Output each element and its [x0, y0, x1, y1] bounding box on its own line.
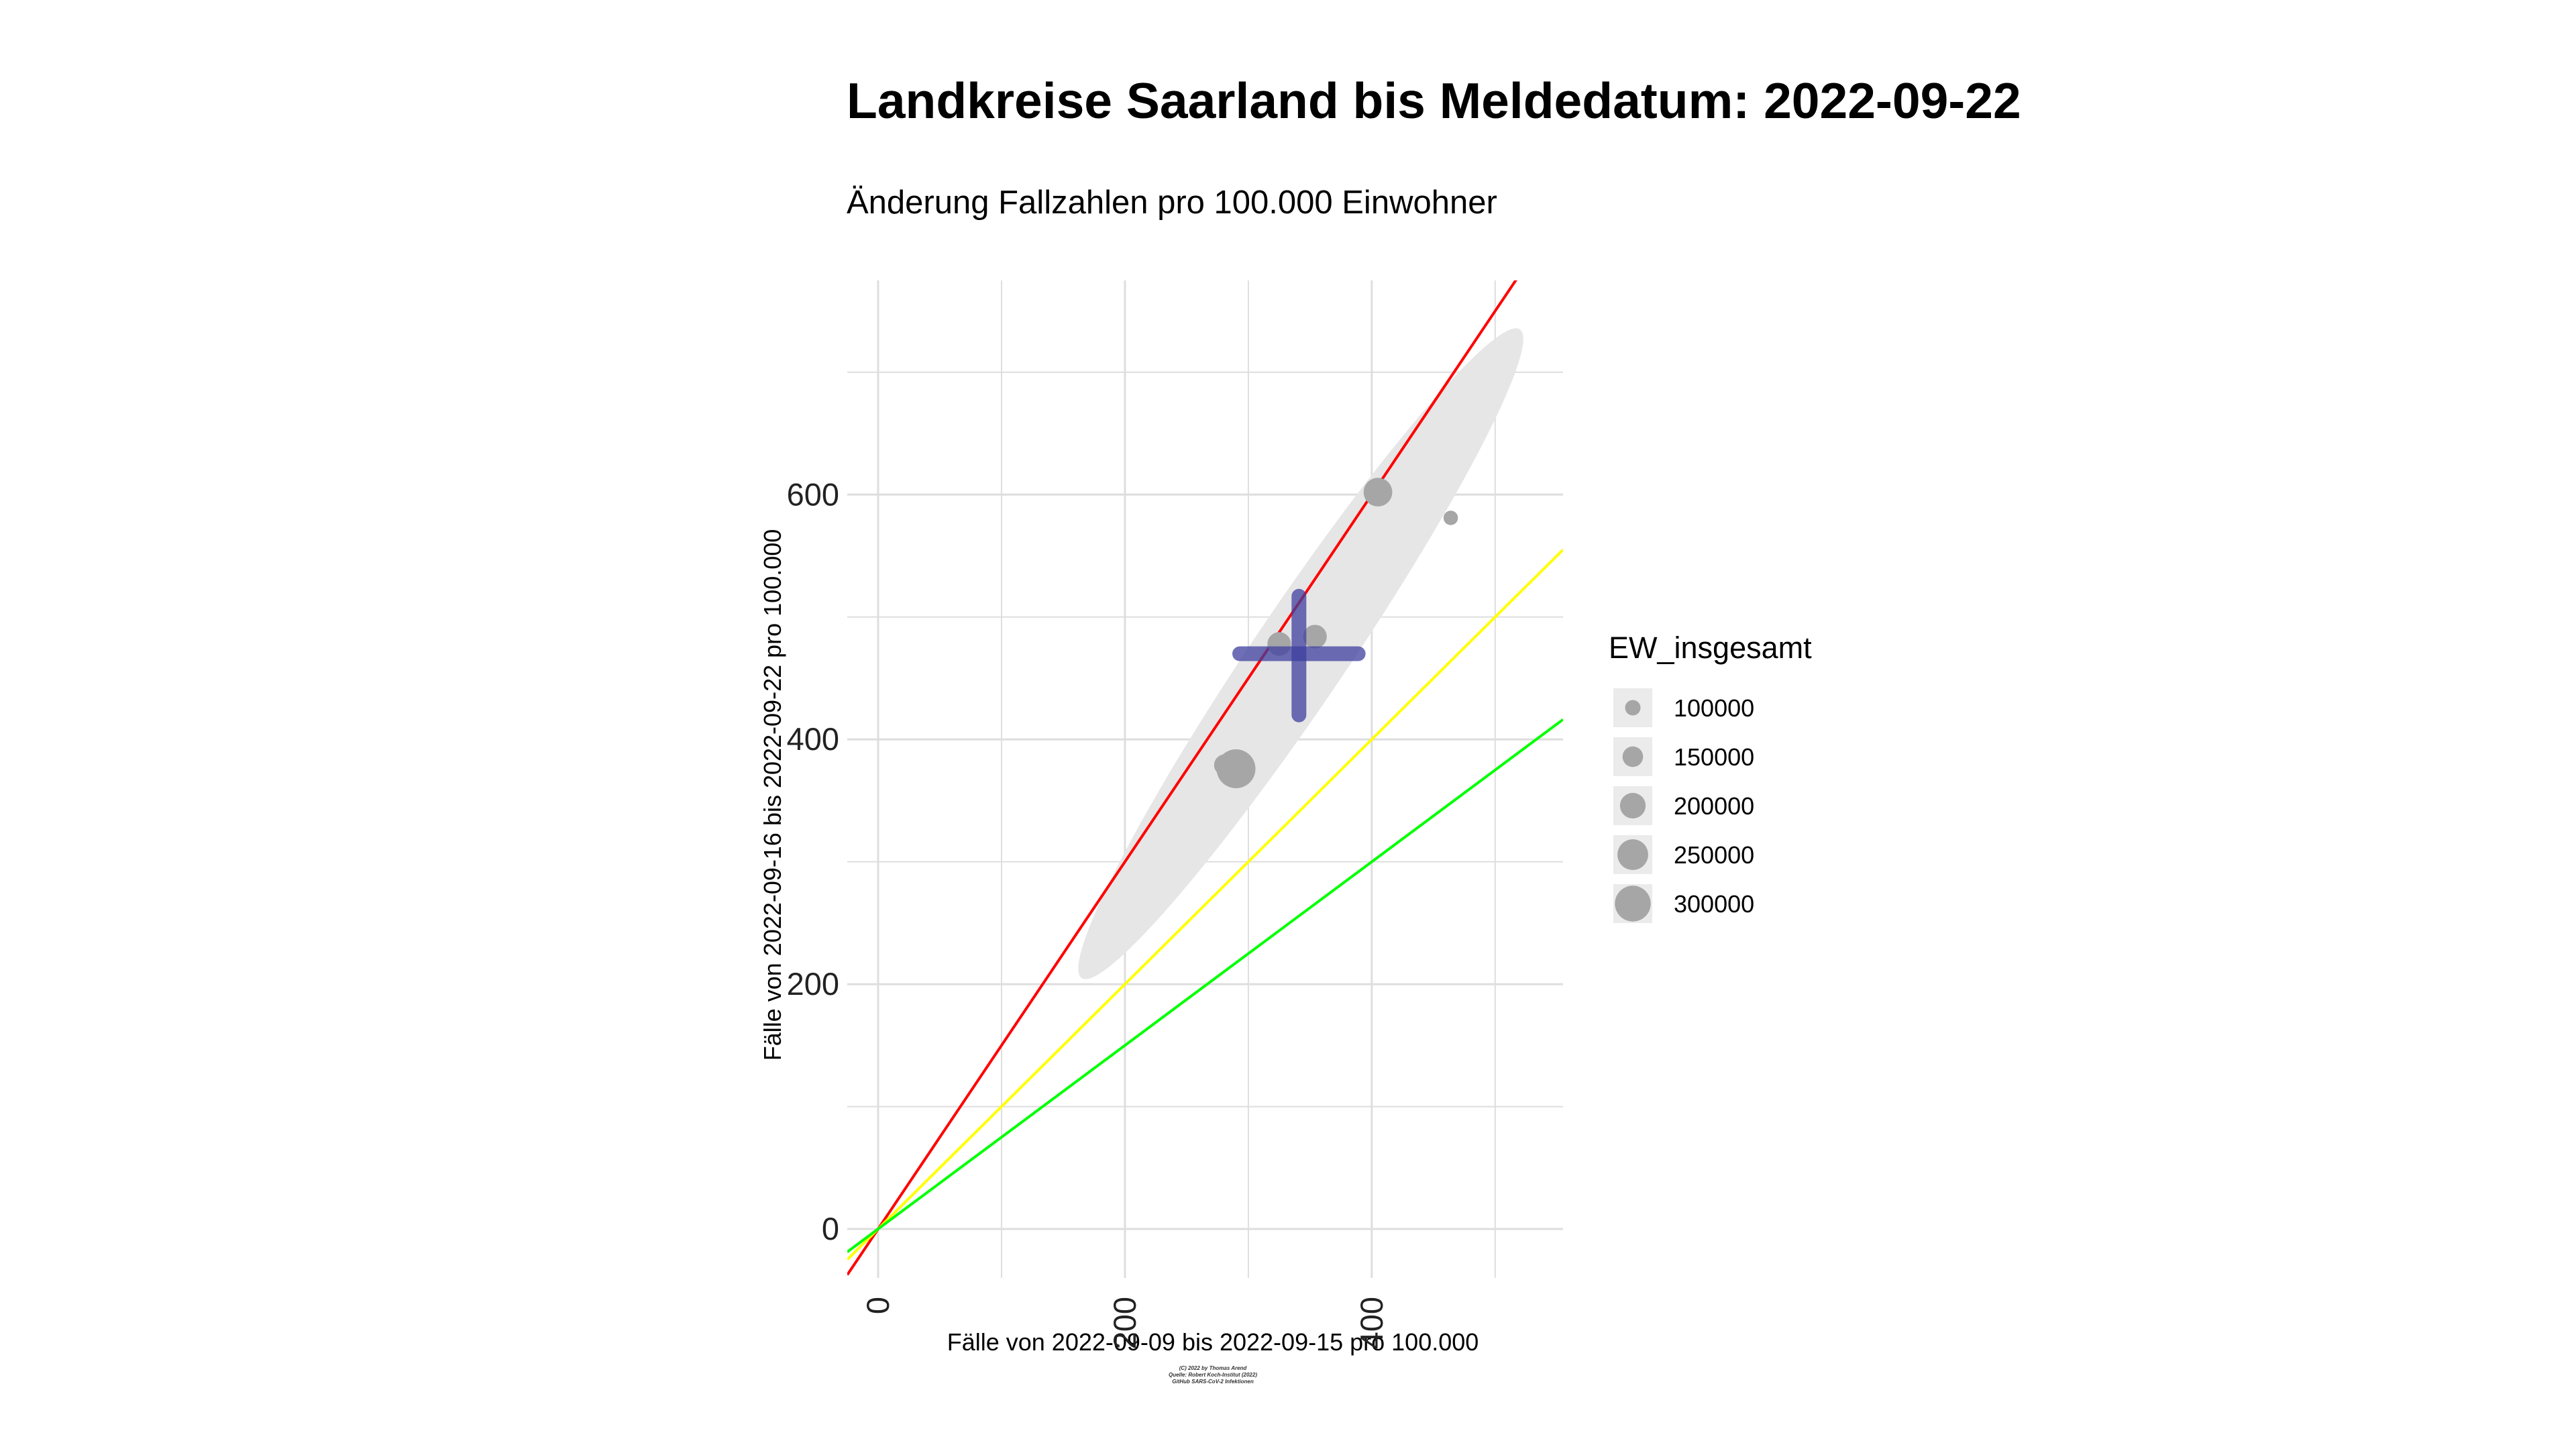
caption-line-0: (C) 2022 by Thomas Arend [1179, 1365, 1248, 1371]
data-point-0 [1363, 478, 1393, 507]
legend: EW_insgesamt 100000 150000 200000 250000 300… [1609, 631, 1812, 923]
y-axis-label: Fälle von 2022-09-16 bis 2022-09-22 pro … [759, 529, 786, 1061]
x-tick-label: 400 [1354, 1297, 1389, 1349]
reference-line-1 [847, 548, 1563, 1261]
y-tick-label: 200 [787, 966, 839, 1002]
x-axis-label: Fälle von 2022-09-09 bis 2022-09-15 pro … [947, 1328, 1479, 1356]
y-tick-label: 400 [787, 721, 839, 757]
legend-key-2 [1619, 792, 1646, 819]
chart-title: Landkreise Saarland bis Meldedatum: 2022… [847, 72, 2021, 129]
caption-line-2: GitHub SARS-CoV-2 Infektionen [1172, 1379, 1254, 1385]
legend-title: EW_insgesamt [1609, 631, 1812, 665]
legend-key-3 [1617, 839, 1648, 870]
legend-label-1: 150000 [1674, 743, 1754, 771]
legend-label-4: 300000 [1674, 890, 1754, 918]
plot-area [847, 280, 1563, 1278]
data-point-5 [1216, 749, 1256, 788]
reference-line-2 [847, 718, 1563, 1253]
legend-label-2: 200000 [1674, 792, 1754, 820]
reference-line-0 [847, 280, 1517, 1276]
legend-key-0 [1625, 700, 1641, 716]
y-tick-label: 0 [822, 1211, 839, 1246]
legend-key-1 [1622, 746, 1644, 767]
legend-key-4 [1615, 885, 1651, 922]
y-tick-label: 600 [787, 476, 839, 512]
data-point-3 [1303, 625, 1327, 649]
chart-subtitle: Änderung Fallzahlen pro 100.000 Einwohne… [847, 184, 1497, 221]
caption-line-1: Quelle: Robert Koch-Institut (2022) [1169, 1372, 1257, 1378]
x-tick-label: 0 [860, 1297, 896, 1314]
x-tick-label: 200 [1107, 1297, 1142, 1349]
legend-label-3: 250000 [1674, 841, 1754, 869]
data-point-1 [1443, 511, 1458, 525]
legend-label-0: 100000 [1674, 694, 1754, 722]
